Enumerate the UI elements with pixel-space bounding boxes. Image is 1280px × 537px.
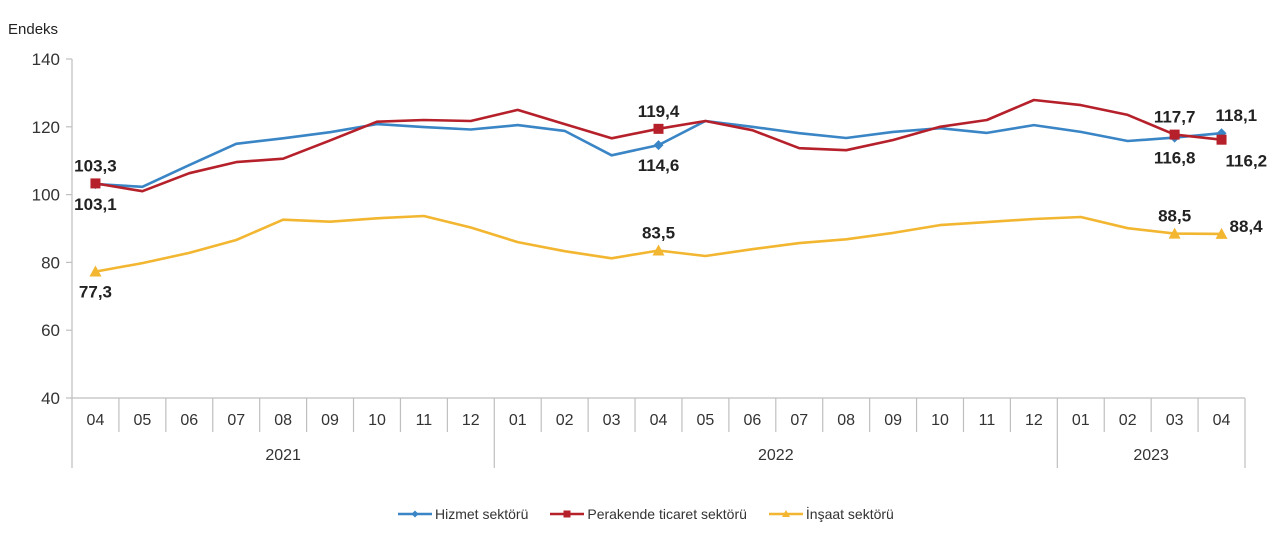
data-labels: 77,3 83,5 88,5 88,4 103,1 114,6 116,8 118,1 103,…: [74, 102, 1267, 302]
legend-swatch-hizmet-icon: [398, 507, 432, 521]
data-label: 117,7: [1154, 108, 1196, 127]
line-chart: Endeks 40 60 80 100 120 140 04 05 06 07 08 09 10 11 1…: [8, 21, 1267, 468]
x-tick-label: 04: [1213, 412, 1231, 429]
x-tick-label: 03: [603, 412, 621, 429]
legend-item-hizmet: Hizmet sektörü: [398, 506, 528, 522]
x-tick-label: 09: [321, 412, 339, 429]
x-tick-label: 11: [979, 412, 996, 429]
x-tick-label: 02: [556, 412, 574, 429]
series-markers: [89, 123, 1228, 277]
legend-swatch-perakende-icon: [550, 507, 585, 521]
data-point-square: [1216, 134, 1227, 145]
y-tick-label: 80: [41, 253, 60, 272]
year-label: 2022: [758, 447, 794, 464]
legend-swatch-insaat-icon: [768, 507, 803, 521]
y-axis-title: Endeks: [8, 21, 58, 38]
data-point-triangle: [652, 244, 665, 256]
data-label: 116,8: [1154, 149, 1196, 168]
y-ticks: 40 60 80 100 120 140: [32, 50, 72, 408]
data-label: 88,5: [1158, 207, 1191, 226]
data-point-diamond: [653, 140, 664, 151]
x-tick-label: 04: [87, 412, 105, 429]
x-tick-label: 12: [1025, 412, 1043, 429]
data-label: 77,3: [79, 283, 112, 302]
x-tick-label: 10: [368, 412, 386, 429]
x-tick-label: 10: [931, 412, 949, 429]
data-label: 114,6: [638, 156, 680, 175]
x-tick-label: 11: [416, 412, 433, 429]
x-tick-label: 07: [790, 412, 808, 429]
x-tick-label: 08: [274, 412, 292, 429]
y-tick-label: 60: [41, 321, 60, 340]
x-tick-label: 06: [180, 412, 198, 429]
legend-label: Perakende ticaret sektörü: [587, 506, 747, 522]
data-point-triangle: [89, 265, 102, 277]
data-label: 116,2: [1226, 152, 1268, 171]
x-tick-label: 08: [837, 412, 855, 429]
x-tick-label: 09: [884, 412, 902, 429]
legend: Hizmet sektörü Perakende ticaret sektörü…: [398, 506, 894, 522]
x-tick-label: 06: [743, 412, 761, 429]
x-tick-label: 05: [133, 412, 151, 429]
data-point-square: [1169, 129, 1180, 140]
data-label: 119,4: [638, 102, 680, 121]
data-label: 83,5: [642, 224, 675, 243]
x-tick-label: 04: [650, 412, 668, 429]
x-tick-label: 01: [509, 412, 527, 429]
legend-label: İnşaat sektörü: [805, 506, 894, 522]
year-label: 2023: [1133, 447, 1169, 464]
data-label: 88,4: [1230, 217, 1264, 236]
data-label: 103,1: [74, 195, 117, 214]
y-tick-label: 100: [32, 186, 60, 205]
x-ticks: 04 05 06 07 08 09 10 11 12 01 02 03 04 05 06 07 08 09 10 11…: [87, 398, 1246, 468]
data-point-triangle: [1168, 227, 1181, 239]
data-point-triangle: [1215, 227, 1228, 239]
y-tick-label: 120: [32, 118, 60, 137]
x-tick-label: 03: [1166, 412, 1184, 429]
x-tick-label: 07: [227, 412, 245, 429]
legend-item-insaat: İnşaat sektörü: [768, 506, 894, 522]
x-tick-label: 01: [1072, 412, 1090, 429]
legend-label: Hizmet sektörü: [435, 506, 529, 522]
x-tick-label: 12: [462, 412, 480, 429]
data-label: 118,1: [1216, 106, 1258, 125]
y-tick-label: 140: [32, 50, 60, 69]
data-label: 103,3: [74, 156, 117, 175]
x-tick-label: 02: [1119, 412, 1137, 429]
y-tick-label: 40: [41, 389, 60, 408]
year-label: 2021: [265, 447, 301, 464]
data-point-square: [90, 178, 101, 189]
x-tick-label: 05: [697, 412, 715, 429]
data-point-square: [653, 123, 664, 134]
legend-item-perakende: Perakende ticaret sektörü: [550, 506, 747, 522]
